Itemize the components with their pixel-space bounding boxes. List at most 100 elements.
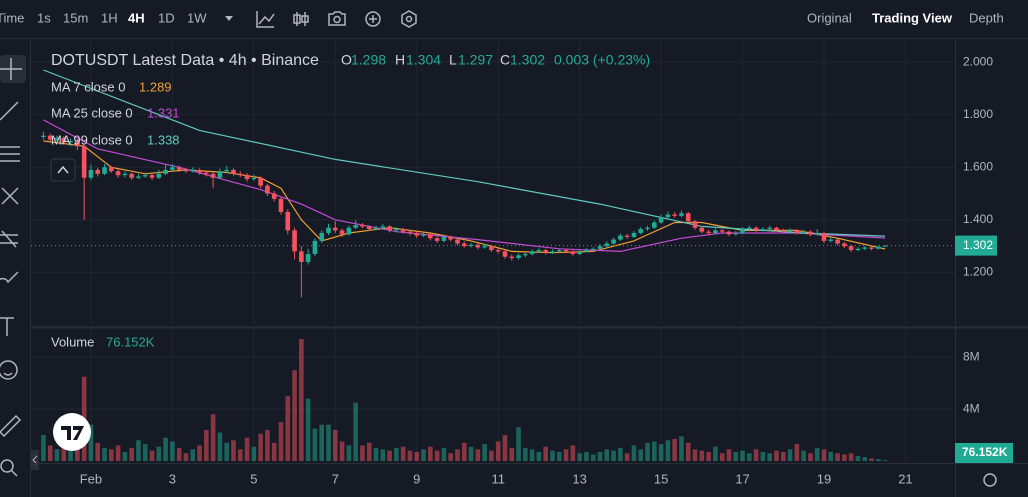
volume-bar xyxy=(638,449,644,461)
volume-bar xyxy=(265,429,270,461)
volume-bar xyxy=(387,450,392,461)
collapse-button[interactable] xyxy=(31,450,39,470)
interval-active[interactable]: 4H xyxy=(128,10,145,25)
zoom-tool[interactable] xyxy=(0,459,14,473)
line-tool[interactable] xyxy=(0,101,19,121)
text-tool[interactable] xyxy=(0,317,14,336)
candle-body xyxy=(237,173,243,176)
interval[interactable]: 1D xyxy=(158,10,175,25)
interval[interactable]: 15m xyxy=(63,10,88,25)
volume-bar xyxy=(679,436,684,461)
candle-body xyxy=(421,234,426,236)
ruler-tool[interactable] xyxy=(0,414,22,438)
candle-body xyxy=(68,140,73,143)
volume-bar xyxy=(855,455,861,461)
candle-body xyxy=(516,255,521,258)
volume-bar xyxy=(75,441,80,461)
candle-body xyxy=(54,137,60,140)
candle-body xyxy=(489,246,494,251)
volume-bar xyxy=(502,435,508,461)
volume-legend-value: 76.152K xyxy=(106,334,155,349)
candle-body xyxy=(550,251,555,253)
volume-bar xyxy=(611,450,616,461)
interval[interactable]: 1s xyxy=(37,10,51,25)
settings-icon-center xyxy=(405,15,413,23)
fib-tool[interactable] xyxy=(0,146,20,162)
settings-icon[interactable] xyxy=(401,10,417,28)
chart-type-icon[interactable] xyxy=(293,12,309,26)
view-tab[interactable]: Depth xyxy=(969,10,1004,25)
candle-body xyxy=(685,213,691,222)
volume-bar xyxy=(61,446,67,461)
volume-bar xyxy=(312,428,318,461)
pattern-tool[interactable] xyxy=(1,187,19,205)
volume-bar xyxy=(210,414,216,461)
volume-bar xyxy=(353,402,358,461)
prediction-tool[interactable] xyxy=(0,230,18,248)
candle-body xyxy=(780,230,786,232)
camera-icon[interactable] xyxy=(328,11,346,26)
candle-body xyxy=(556,250,562,252)
candle-body xyxy=(122,173,128,176)
volume-bar xyxy=(814,448,820,461)
candle-body xyxy=(455,239,460,244)
volume-bar xyxy=(645,442,650,461)
candle-body xyxy=(170,167,175,170)
candle-body xyxy=(292,230,297,252)
brush-tool[interactable] xyxy=(0,271,19,290)
volume-bar xyxy=(326,424,331,461)
candle-body xyxy=(41,135,46,138)
x-tick-label: 13 xyxy=(572,471,586,486)
volume-bar xyxy=(224,442,230,461)
volume-bar xyxy=(299,339,304,461)
camera-lens xyxy=(333,15,341,24)
axis-settings-icon[interactable] xyxy=(983,473,997,487)
crosshair-tool[interactable] xyxy=(0,58,22,80)
volume-bar xyxy=(665,440,671,461)
volume-bar xyxy=(584,451,589,461)
y-tick-label: 2.000 xyxy=(963,54,993,68)
interval[interactable]: 1W xyxy=(187,10,207,25)
volume-current-label: 76.152K xyxy=(962,445,1008,459)
collapse-legend-button[interactable] xyxy=(50,158,76,182)
ohlc-key: H xyxy=(395,52,405,68)
volume-bar xyxy=(428,446,433,461)
time-label[interactable]: Time xyxy=(0,10,24,25)
dropdown-icon[interactable] xyxy=(225,16,233,21)
volume-bar xyxy=(68,450,73,461)
emoji-tool[interactable] xyxy=(0,360,18,380)
volume-bar xyxy=(747,453,752,461)
candle-body xyxy=(360,225,365,227)
candle-body xyxy=(115,171,121,176)
volume-bar xyxy=(461,442,467,461)
ohlc-key: O xyxy=(341,52,352,68)
volume-bar xyxy=(543,446,549,461)
volume-bar xyxy=(237,449,243,461)
candle-body xyxy=(319,232,325,241)
volume-bar xyxy=(373,448,379,461)
indicator-icon[interactable] xyxy=(256,11,275,28)
candle-body xyxy=(332,227,338,231)
grid xyxy=(31,39,955,463)
candle-body xyxy=(495,250,501,252)
volume-bar xyxy=(136,440,141,461)
volume-bar xyxy=(482,444,487,461)
volume-bar xyxy=(258,433,263,461)
volume-bar xyxy=(271,442,277,461)
view-tab-active[interactable]: Trading View xyxy=(872,10,953,25)
candle-body xyxy=(645,227,650,230)
candle-body xyxy=(604,243,610,247)
candle-body xyxy=(346,227,352,235)
volume-bar xyxy=(305,398,311,461)
view-tab[interactable]: Original xyxy=(807,10,852,25)
candle-body xyxy=(747,227,752,230)
candle-body xyxy=(482,246,487,248)
logo[interactable] xyxy=(53,413,91,451)
add-icon[interactable] xyxy=(365,11,381,27)
change: 0.003 (+0.23%) xyxy=(554,52,650,68)
interval[interactable]: 1H xyxy=(101,10,118,25)
x-tick-label: 21 xyxy=(898,471,912,486)
